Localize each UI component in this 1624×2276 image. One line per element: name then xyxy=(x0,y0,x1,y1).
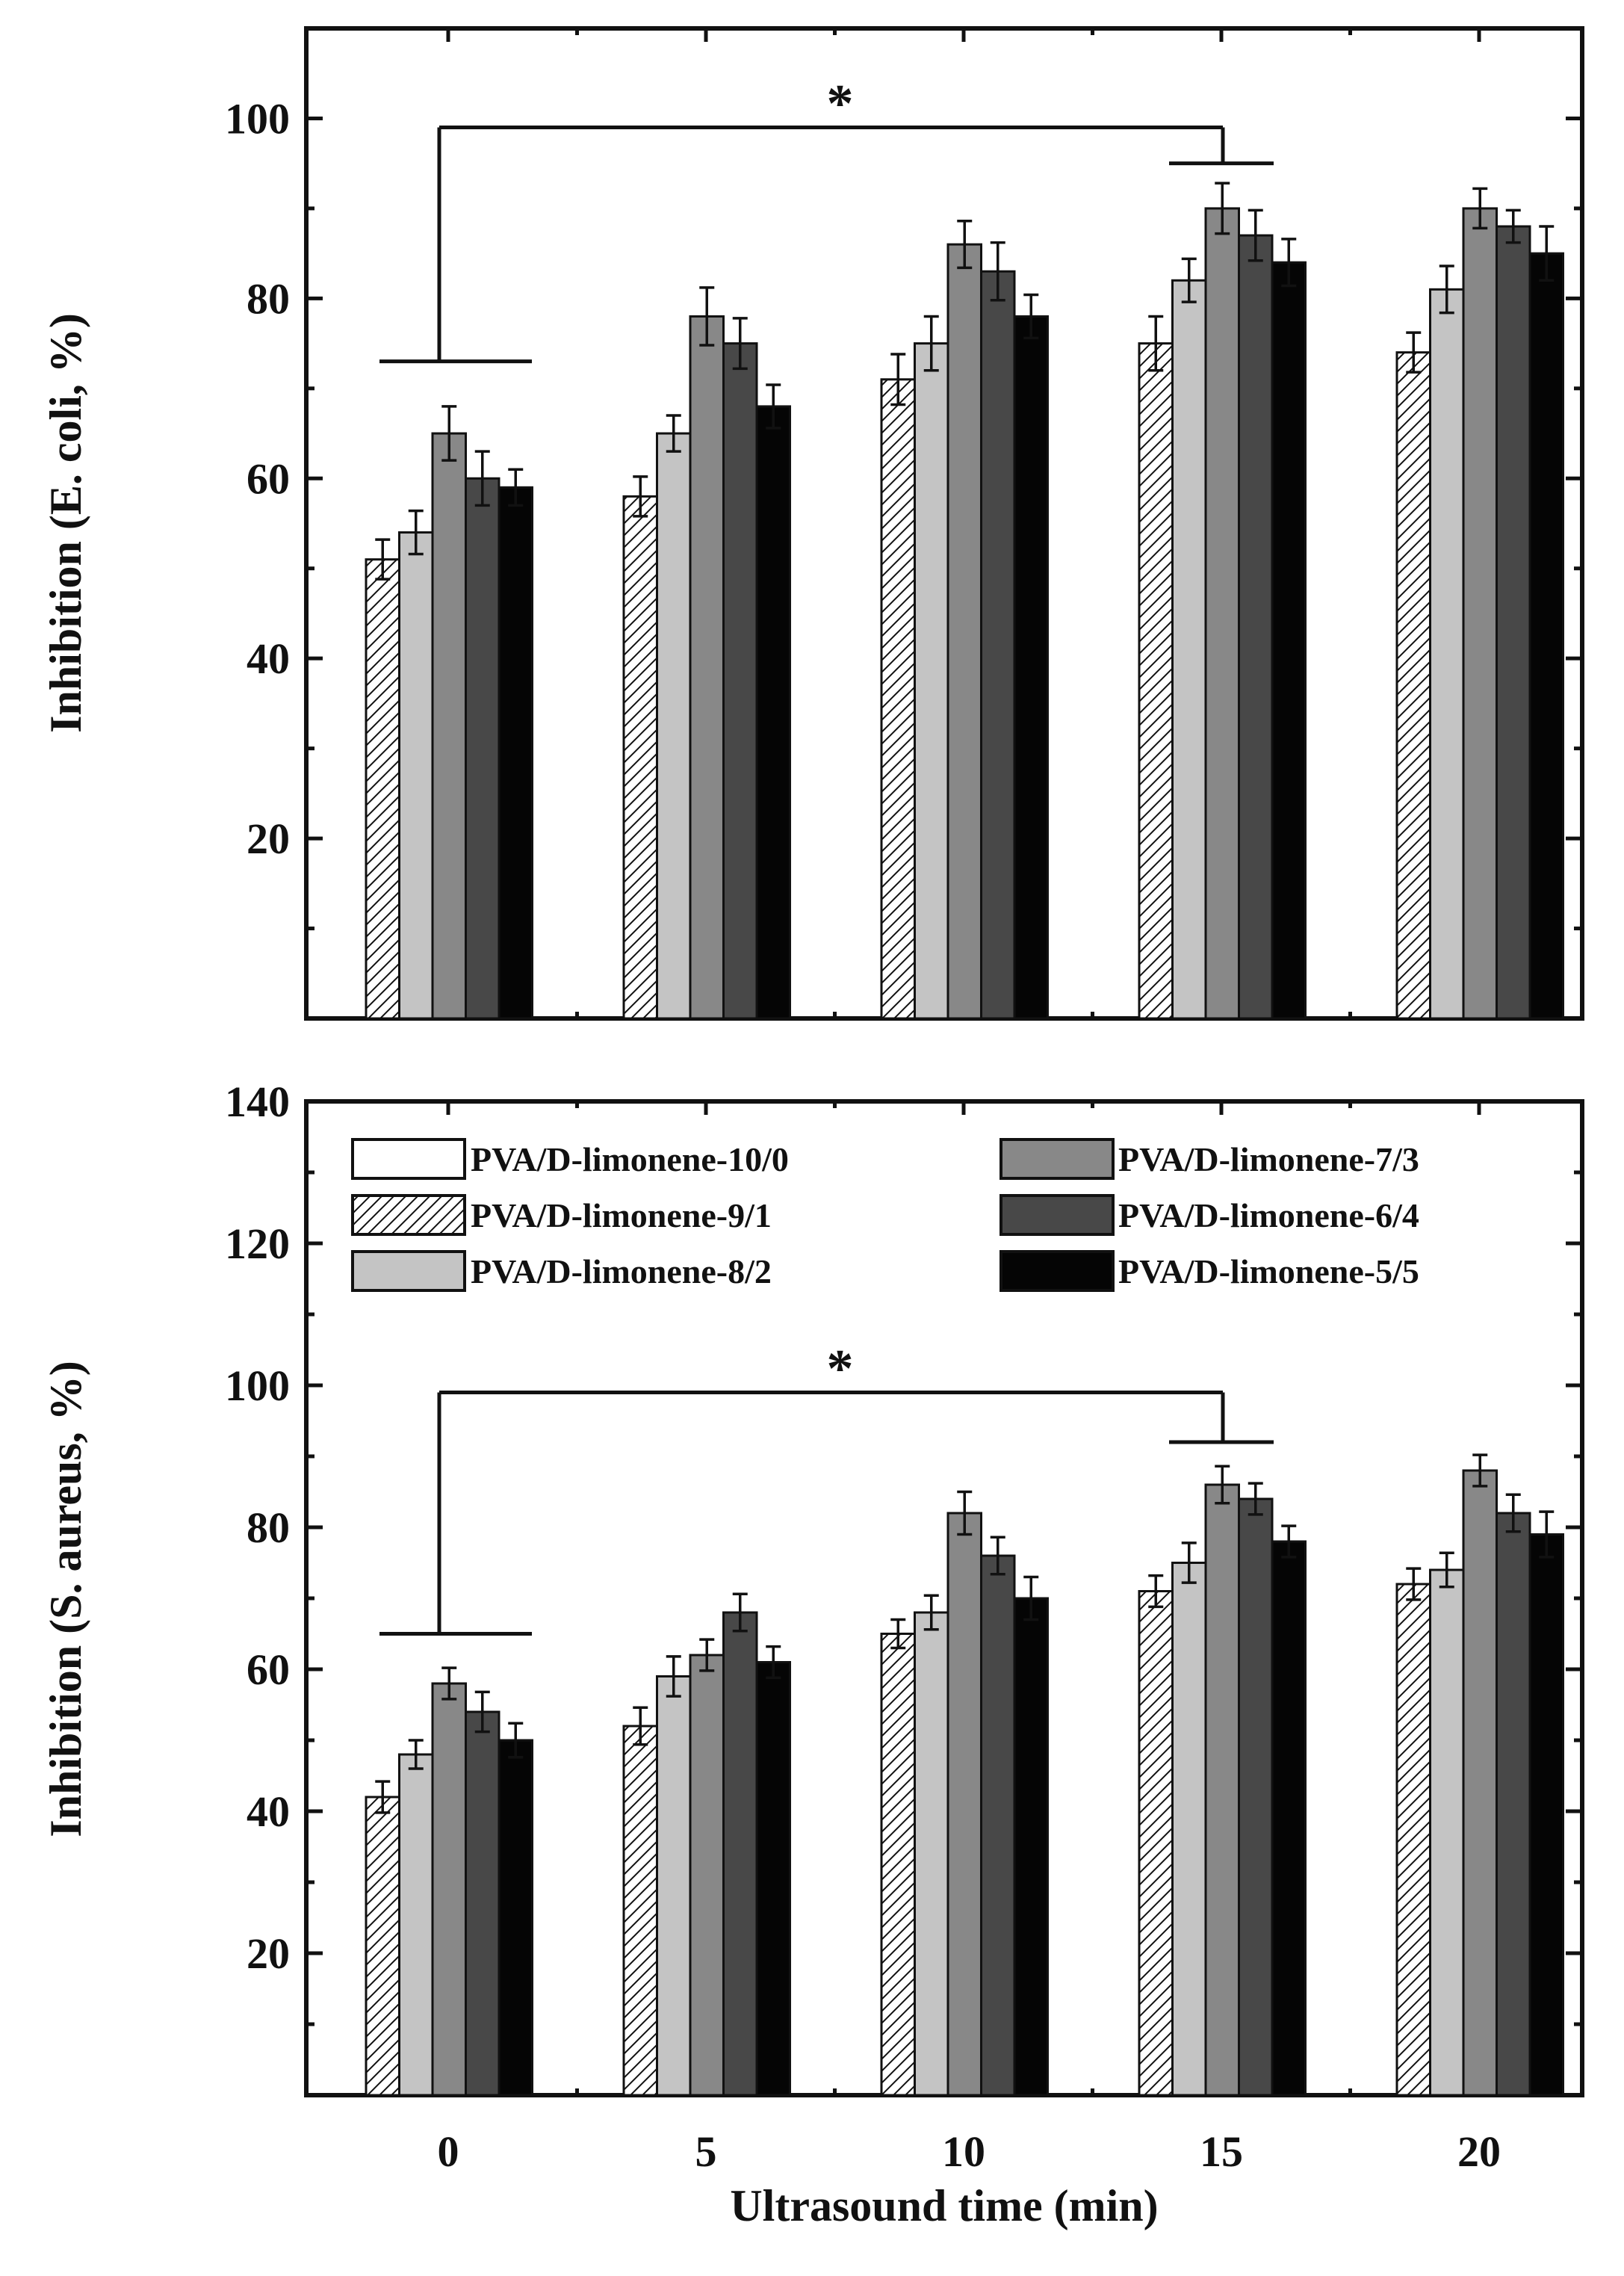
bar xyxy=(431,432,467,1020)
chart-panel-saureus: 20 40 60 80 100 120 140 0 5 10 15 20 * PVA/D-limon… xyxy=(41,1077,1584,2230)
legend-swatch xyxy=(999,1138,1115,1180)
bar xyxy=(914,342,949,1020)
bar xyxy=(465,1710,500,2097)
y-tick-label: 60 xyxy=(247,1645,290,1694)
bar xyxy=(1462,207,1498,1020)
axis-ticks xyxy=(306,1101,1582,2095)
bar xyxy=(398,1753,434,2097)
bar xyxy=(1204,207,1240,1020)
bar xyxy=(1171,279,1207,1020)
error-bar-layer xyxy=(375,1453,1555,1814)
bar xyxy=(980,1554,1016,2097)
bar xyxy=(755,1661,791,2097)
legend-label: PVA/D-limonene-6/4 xyxy=(1118,1196,1419,1234)
y-tick-label: 40 xyxy=(247,634,290,683)
x-tick-label: 20 xyxy=(1457,2127,1501,2176)
legend: PVA/D-limonene-10/0 PVA/D-limonene-9/1 PVA… xyxy=(351,1138,1419,1292)
bar xyxy=(1271,261,1307,1020)
bar xyxy=(946,1512,982,2097)
bar xyxy=(1138,342,1174,1020)
significance-annotation: * xyxy=(379,1339,1274,1636)
bar xyxy=(465,477,500,1020)
x-tick-labels: 0 5 10 15 20 xyxy=(438,2127,1501,2176)
x-tick-label: 0 xyxy=(438,2127,459,2176)
bar xyxy=(498,486,533,1020)
bar xyxy=(1496,1512,1531,2097)
y-axis-title: Inhibition (S. aureus, %) xyxy=(41,1361,90,1837)
bar xyxy=(498,1739,533,2097)
y-tick-label: 140 xyxy=(225,1077,290,1126)
bar xyxy=(622,495,658,1020)
bar xyxy=(880,1633,916,2097)
legend-label: PVA/D-limonene-9/1 xyxy=(471,1196,772,1234)
y-tick-label: 100 xyxy=(225,94,290,143)
x-axis-title: Ultrasound time (min) xyxy=(730,2181,1158,2230)
x-tick-label: 15 xyxy=(1200,2127,1243,2176)
bar xyxy=(1238,234,1274,1020)
bar xyxy=(656,1675,692,2097)
y-tick-label: 40 xyxy=(247,1787,290,1836)
bar xyxy=(1271,1540,1307,2097)
significance-star: * xyxy=(827,74,854,134)
legend-swatch xyxy=(999,1194,1115,1236)
bar xyxy=(980,270,1016,1020)
significance-annotation: * xyxy=(379,74,1274,364)
bar xyxy=(1528,252,1564,1020)
bar xyxy=(689,1654,725,2097)
y-tick-label: 80 xyxy=(247,274,290,323)
bar xyxy=(1138,1590,1174,2097)
legend-label: PVA/D-limonene-10/0 xyxy=(471,1140,789,1178)
legend-swatch xyxy=(351,1138,466,1180)
bar xyxy=(755,405,791,1020)
x-tick-label: 10 xyxy=(942,2127,985,2176)
bar-layer xyxy=(365,207,1564,1020)
bar xyxy=(365,1796,400,2097)
bar xyxy=(1496,225,1531,1020)
bar xyxy=(622,1725,658,2097)
legend-label: PVA/D-limonene-5/5 xyxy=(1118,1252,1419,1290)
y-tick-label: 100 xyxy=(225,1361,290,1410)
bar xyxy=(1395,351,1431,1020)
bar xyxy=(1462,1469,1498,2097)
bar xyxy=(1429,1568,1465,2097)
bar-layer xyxy=(365,1469,1564,2097)
y-tick-label: 80 xyxy=(247,1503,290,1552)
bar xyxy=(722,342,758,1020)
y-tick-labels: 20 40 60 80 100 xyxy=(225,94,290,863)
y-tick-label: 20 xyxy=(247,814,290,863)
legend-label: PVA/D-limonene-7/3 xyxy=(1118,1140,1419,1178)
legend-swatch xyxy=(351,1194,466,1236)
bar xyxy=(914,1611,949,2097)
bar xyxy=(689,315,725,1020)
bar xyxy=(1528,1533,1564,2097)
bar xyxy=(1013,315,1049,1020)
bar xyxy=(1013,1597,1049,2097)
bar xyxy=(431,1682,467,2097)
bar xyxy=(365,558,400,1020)
bar xyxy=(656,432,692,1020)
bar xyxy=(1395,1583,1431,2097)
y-tick-labels: 20 40 60 80 100 120 140 xyxy=(225,1077,290,1978)
bar xyxy=(880,378,916,1020)
bar xyxy=(722,1611,758,2097)
legend-swatch xyxy=(351,1250,466,1292)
x-tick-label: 5 xyxy=(695,2127,717,2176)
y-tick-label: 20 xyxy=(247,1929,290,1978)
y-axis-title: Inhibition (E. coli, %) xyxy=(41,313,90,733)
bar xyxy=(946,243,982,1020)
bar xyxy=(1238,1497,1274,2097)
bar xyxy=(398,531,434,1020)
legend-label: PVA/D-limonene-8/2 xyxy=(471,1252,772,1290)
significance-star: * xyxy=(827,1339,854,1399)
error-bar-layer xyxy=(375,182,1555,581)
bar xyxy=(1204,1483,1240,2097)
bar xyxy=(1429,288,1465,1020)
legend-swatch xyxy=(999,1250,1115,1292)
y-tick-label: 60 xyxy=(247,454,290,503)
chart-panel-ecoli: 20 40 60 80 100 * Inhibition (E. coli, %) xyxy=(41,26,1584,1021)
bar xyxy=(1171,1562,1207,2097)
y-tick-label: 120 xyxy=(225,1219,290,1268)
